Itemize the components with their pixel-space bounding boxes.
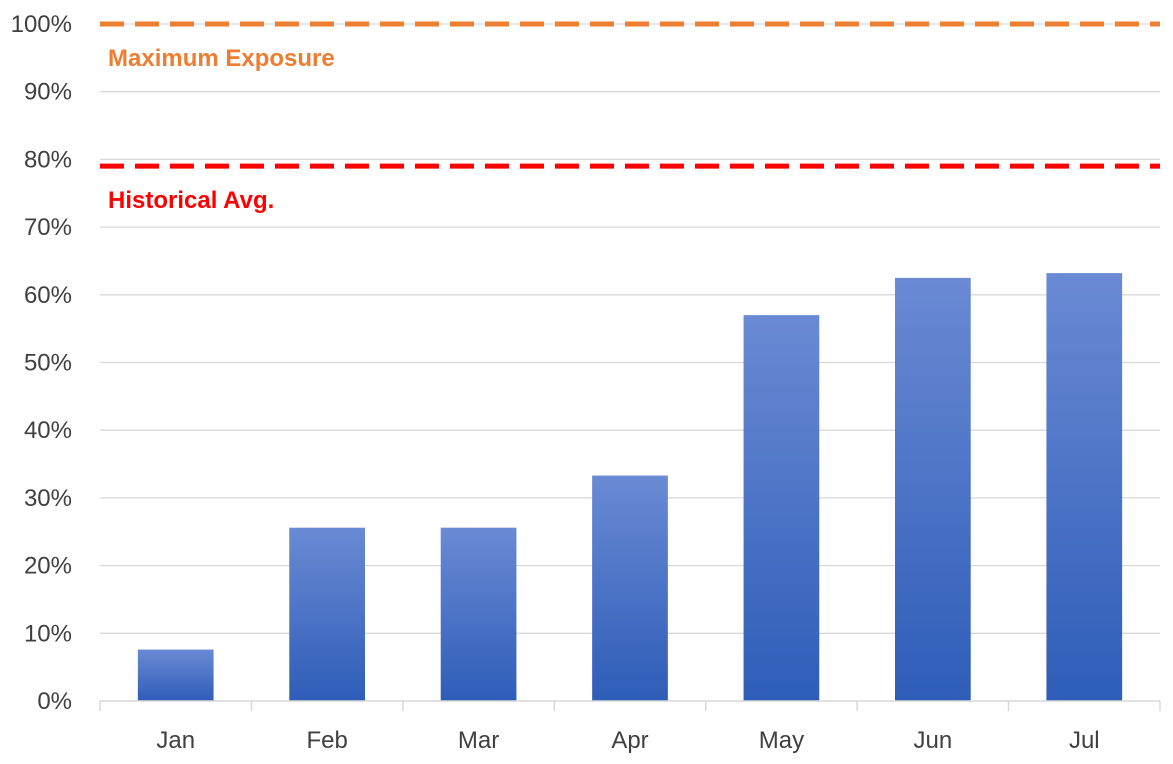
x-tick-label: Jan xyxy=(156,727,195,754)
x-tick-label: May xyxy=(759,727,804,754)
y-tick-label: 60% xyxy=(24,282,72,309)
bars xyxy=(137,273,1123,701)
bar-apr xyxy=(592,475,668,701)
y-tick-label: 10% xyxy=(24,620,72,647)
x-tick-label: Jul xyxy=(1069,727,1100,754)
y-tick-label: 70% xyxy=(24,214,72,241)
y-tick-label: 100% xyxy=(11,11,72,38)
y-tick-label: 40% xyxy=(24,417,72,444)
x-axis: Jan Feb Mar Apr May Jun Jul xyxy=(99,700,1161,754)
bar-jan xyxy=(137,649,214,701)
y-tick-label: 90% xyxy=(24,79,72,106)
bar-mar xyxy=(440,527,517,701)
x-tick-label: Feb xyxy=(306,727,347,754)
x-tick-label: Mar xyxy=(458,727,499,754)
bar-jun xyxy=(895,277,971,701)
y-tick-label: 30% xyxy=(24,485,72,512)
reference-line-label: Historical Avg. xyxy=(108,187,274,214)
reference-line-label: Maximum Exposure xyxy=(108,45,335,72)
y-tick-label: 20% xyxy=(24,553,72,580)
reference-lines: Maximum Exposure Historical Avg. xyxy=(100,21,1160,214)
y-tick-label: 50% xyxy=(24,350,72,377)
y-tick-label: 0% xyxy=(37,688,72,715)
x-tick-label: Jun xyxy=(914,727,953,754)
y-axis-tick-labels: 0% 10% 20% 30% 40% 50% 60% 70% 80% 90% 100% xyxy=(11,11,72,715)
bar-feb xyxy=(289,527,365,701)
bar-may xyxy=(743,315,820,701)
y-tick-label: 80% xyxy=(24,146,72,173)
x-tick-label: Apr xyxy=(611,727,648,754)
bar-jul xyxy=(1046,273,1123,701)
